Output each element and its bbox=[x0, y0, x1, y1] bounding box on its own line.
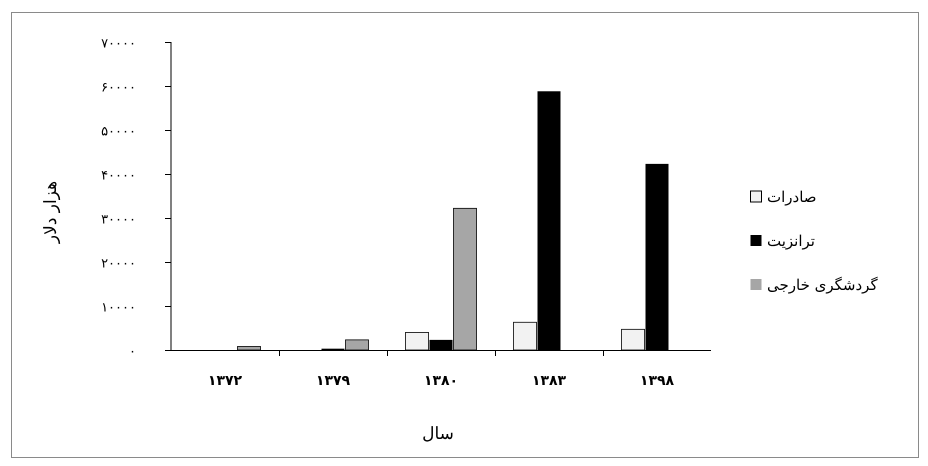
bar-exports bbox=[621, 328, 645, 351]
x-axis-label: سال bbox=[422, 424, 454, 444]
bar-transit bbox=[645, 163, 669, 350]
x-category-label: ۱۳۸۰ bbox=[424, 373, 458, 389]
bar-tourism bbox=[345, 339, 369, 351]
y-tick-label: ۳۰۰۰۰ bbox=[101, 213, 136, 228]
axes bbox=[170, 42, 711, 351]
x-category-label: ۱۳۷۲ bbox=[208, 373, 243, 389]
bar-transit bbox=[537, 91, 561, 350]
y-tick-label: ۱۰۰۰۰ bbox=[101, 301, 136, 316]
y-tick-label: ۲۰۰۰۰ bbox=[101, 257, 136, 272]
y-tick-label: ۰ bbox=[129, 345, 136, 360]
y-tick-label: ۴۰۰۰۰ bbox=[101, 169, 136, 184]
y-tick-label: ۷۰۰۰۰ bbox=[101, 37, 136, 52]
x-category-label: ۱۳۹۸ bbox=[640, 373, 675, 389]
legend-swatch-transit bbox=[750, 235, 762, 246]
bar-exports bbox=[405, 331, 429, 351]
x-category-label: ۱۳۷۹ bbox=[316, 373, 351, 389]
y-tick-label: ۵۰۰۰۰ bbox=[101, 125, 136, 140]
legend-label-tourism: گردشگری خارجی bbox=[767, 276, 878, 294]
bar-exports bbox=[513, 321, 537, 351]
bar-tourism bbox=[237, 346, 261, 351]
bar-transit bbox=[321, 348, 345, 350]
x-category-label: ۱۳۸۳ bbox=[532, 373, 567, 389]
bar-transit bbox=[429, 339, 453, 350]
y-tick-label: ۶۰۰۰۰ bbox=[101, 81, 136, 96]
legend-swatch-tourism bbox=[750, 279, 762, 290]
bar-tourism bbox=[453, 207, 477, 351]
y-ticks: ۰ ۱۰۰۰۰ ۲۰۰۰۰ ۳۰۰۰۰ ۴۰۰۰۰ ۵۰۰۰۰ ۶۰۰۰۰ ۷۰۰۰۰ bbox=[101, 37, 171, 360]
legend: صادرات ترانزیت گردشگری خارجی bbox=[750, 188, 878, 294]
y-axis-label: هزار دلار bbox=[41, 181, 61, 244]
legend-label-exports: صادرات bbox=[767, 188, 817, 206]
legend-label-transit: ترانزیت bbox=[767, 232, 815, 250]
x-categories: ۱۳۷۲ ۱۳۷۹ ۱۳۸۰ ۱۳۸۳ ۱۳۹۸ bbox=[208, 350, 675, 389]
bars bbox=[237, 91, 669, 351]
legend-swatch-exports bbox=[750, 190, 762, 203]
